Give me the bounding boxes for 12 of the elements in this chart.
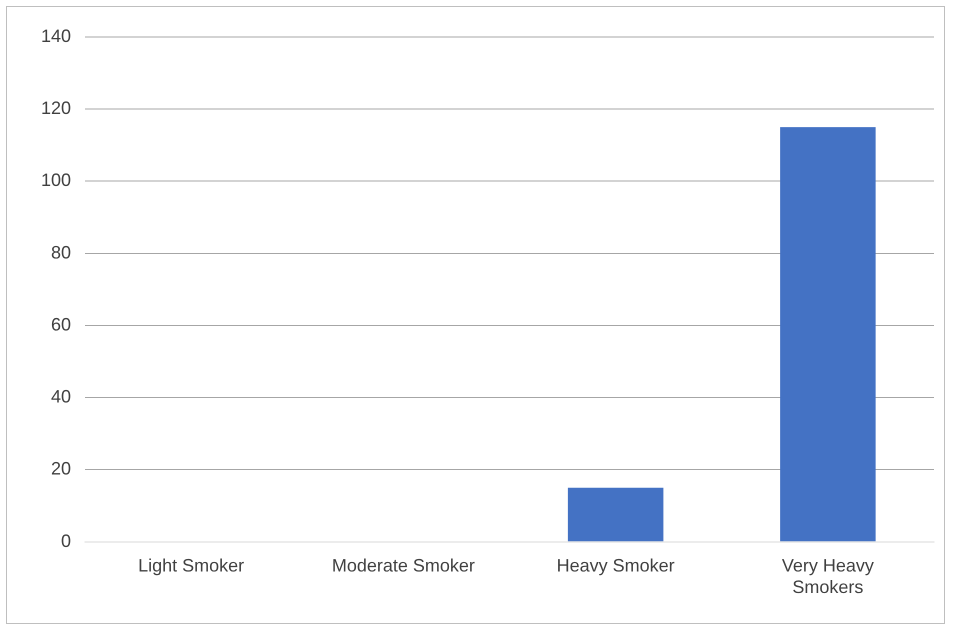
- y-tick-label: 20: [51, 458, 72, 479]
- y-tick-label: 80: [51, 242, 72, 262]
- x-tick-label: Light Smoker: [138, 556, 244, 576]
- y-tick-label: 60: [51, 314, 72, 334]
- y-tick-label: 100: [40, 170, 72, 190]
- y-tick-label: 0: [61, 530, 72, 551]
- x-tick-label: Very Heavy Smokers: [782, 556, 874, 598]
- y-tick-label: 40: [51, 386, 72, 407]
- x-tick-label: Moderate Smoker: [332, 556, 475, 576]
- x-tick-label: Heavy Smoker: [556, 556, 675, 576]
- y-tick-label: 140: [40, 26, 72, 46]
- y-tick-label: 120: [40, 98, 72, 118]
